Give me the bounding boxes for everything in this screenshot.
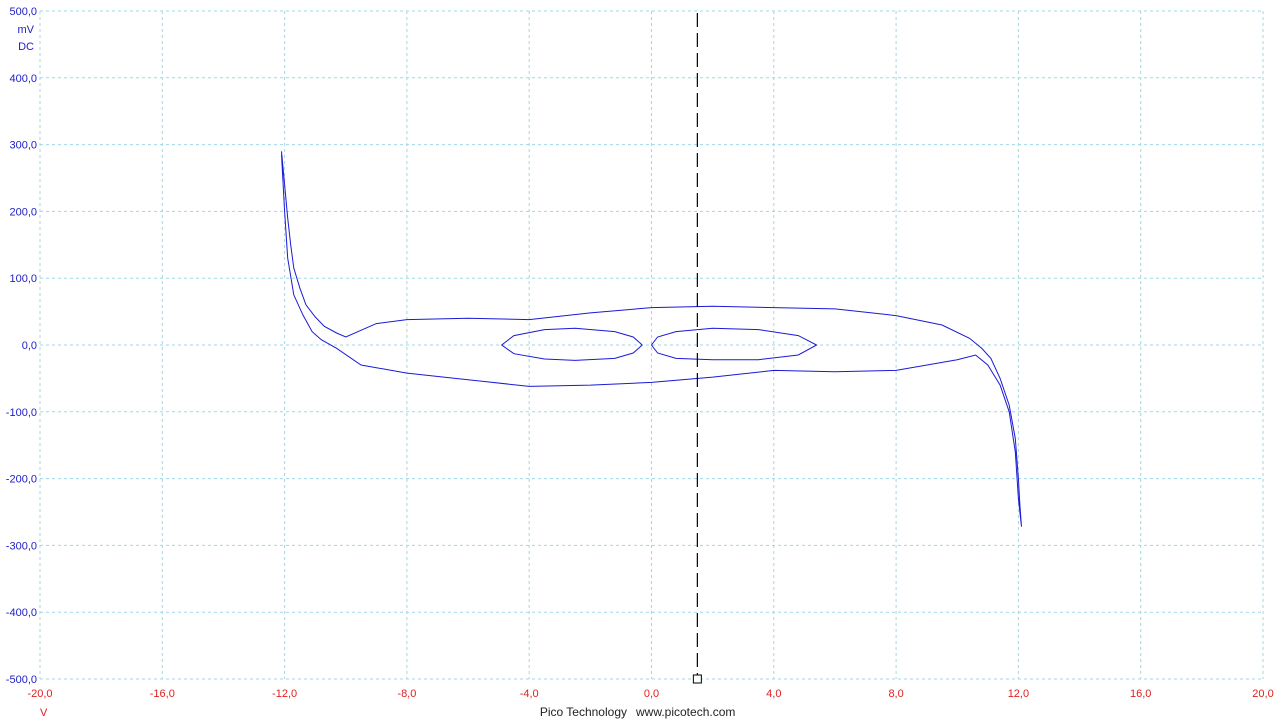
y-tick-label: -200,0 — [6, 474, 37, 486]
footer-url[interactable]: www.picotech.com — [635, 705, 735, 719]
y-tick-label: -400,0 — [6, 607, 37, 619]
x-tick-label: 4,0 — [766, 688, 781, 700]
x-tick-label: 12,0 — [1008, 688, 1029, 700]
y-tick-label: 200,0 — [9, 206, 37, 218]
x-axis-unit: V — [40, 707, 48, 719]
trace-series-3 — [650, 327, 818, 361]
cursor-layer[interactable] — [692, 13, 702, 684]
y-tick-label: -300,0 — [6, 540, 37, 552]
trace-layer — [281, 151, 1022, 527]
y-tick-label: 300,0 — [9, 140, 37, 152]
y-tick-label: 400,0 — [9, 73, 37, 85]
cursor-handle[interactable] — [692, 674, 702, 684]
x-tick-label: 20,0 — [1252, 688, 1273, 700]
x-tick-label: -16,0 — [150, 688, 175, 700]
y-tick-label: 0,0 — [22, 340, 37, 352]
x-tick-label: 0,0 — [644, 688, 659, 700]
y-tick-label: 100,0 — [9, 273, 37, 285]
footer-brand: Pico Technology — [540, 705, 627, 719]
x-tick-label: -4,0 — [520, 688, 539, 700]
trace-series-2 — [500, 327, 643, 361]
y-tick-label: -500,0 — [6, 674, 37, 686]
y-tick-label: 500,0 — [9, 6, 37, 18]
x-axis-ticks: -20,0 -16,0 -12,0 -8,0 -4,0 0,0 4,0 8,0 12,0 16,0… — [27, 688, 1273, 700]
x-tick-label: -20,0 — [27, 688, 52, 700]
x-tick-label: -8,0 — [397, 688, 416, 700]
trace-series-1 — [281, 151, 1022, 527]
x-tick-label: -12,0 — [272, 688, 297, 700]
y-axis-unit: mV — [18, 24, 35, 36]
y-axis-coupling: DC — [18, 41, 34, 53]
y-tick-label: -100,0 — [6, 407, 37, 419]
x-tick-label: 8,0 — [888, 688, 903, 700]
x-tick-label: 16,0 — [1130, 688, 1151, 700]
y-axis-ticks: 500,0 400,0 300,0 200,0 100,0 0,0 -100,0 -200,0… — [6, 6, 37, 686]
